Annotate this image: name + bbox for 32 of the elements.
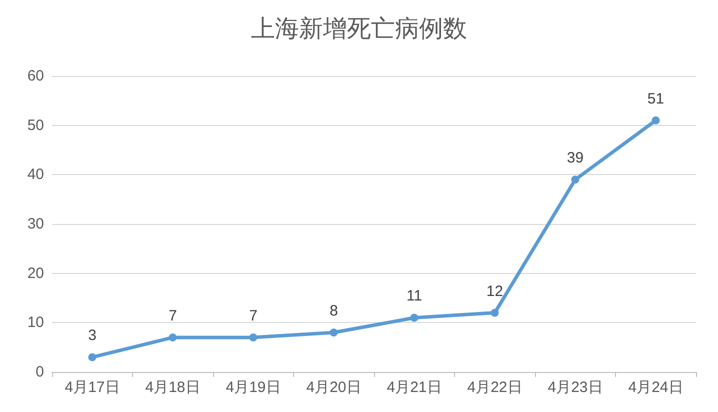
x-tick-label: 4月18日 bbox=[145, 379, 200, 396]
point bbox=[88, 353, 96, 362]
data-label: 3 bbox=[88, 327, 96, 344]
x-tick-label: 4月19日 bbox=[226, 379, 281, 396]
x-tick-label: 4月23日 bbox=[548, 379, 603, 396]
point bbox=[652, 116, 660, 124]
point bbox=[168, 333, 177, 342]
data-label: 51 bbox=[647, 90, 664, 108]
y-tick-label: 30 bbox=[27, 216, 44, 232]
x-tick-label: 4月22日 bbox=[467, 379, 522, 396]
y-tick-label: 0 bbox=[36, 364, 44, 380]
point bbox=[330, 328, 338, 337]
y-tick-label: 50 bbox=[27, 116, 44, 134]
data-label: 39 bbox=[566, 150, 584, 167]
point bbox=[249, 333, 258, 342]
x-tick-label: 4月17日 bbox=[64, 379, 120, 396]
chart-title: 上海新增死亡病例数 bbox=[251, 16, 467, 42]
data-label: 12 bbox=[486, 282, 504, 300]
point bbox=[410, 314, 418, 322]
x-tick-label: 4月21日 bbox=[386, 379, 442, 396]
y-tick-label: 40 bbox=[27, 166, 44, 184]
y-tick-label: 10 bbox=[27, 314, 44, 332]
x-tick-label: 4月24日 bbox=[628, 379, 684, 396]
point bbox=[571, 176, 580, 184]
data-label: 11 bbox=[406, 288, 422, 305]
x-tick-label: 4月20日 bbox=[306, 379, 362, 396]
y-tick-label: 60 bbox=[27, 68, 44, 84]
data-label: 7 bbox=[249, 307, 258, 324]
point bbox=[490, 308, 499, 317]
data-label: 8 bbox=[330, 302, 338, 320]
data-label: 7 bbox=[168, 307, 177, 324]
y-tick-label: 20 bbox=[27, 264, 44, 282]
